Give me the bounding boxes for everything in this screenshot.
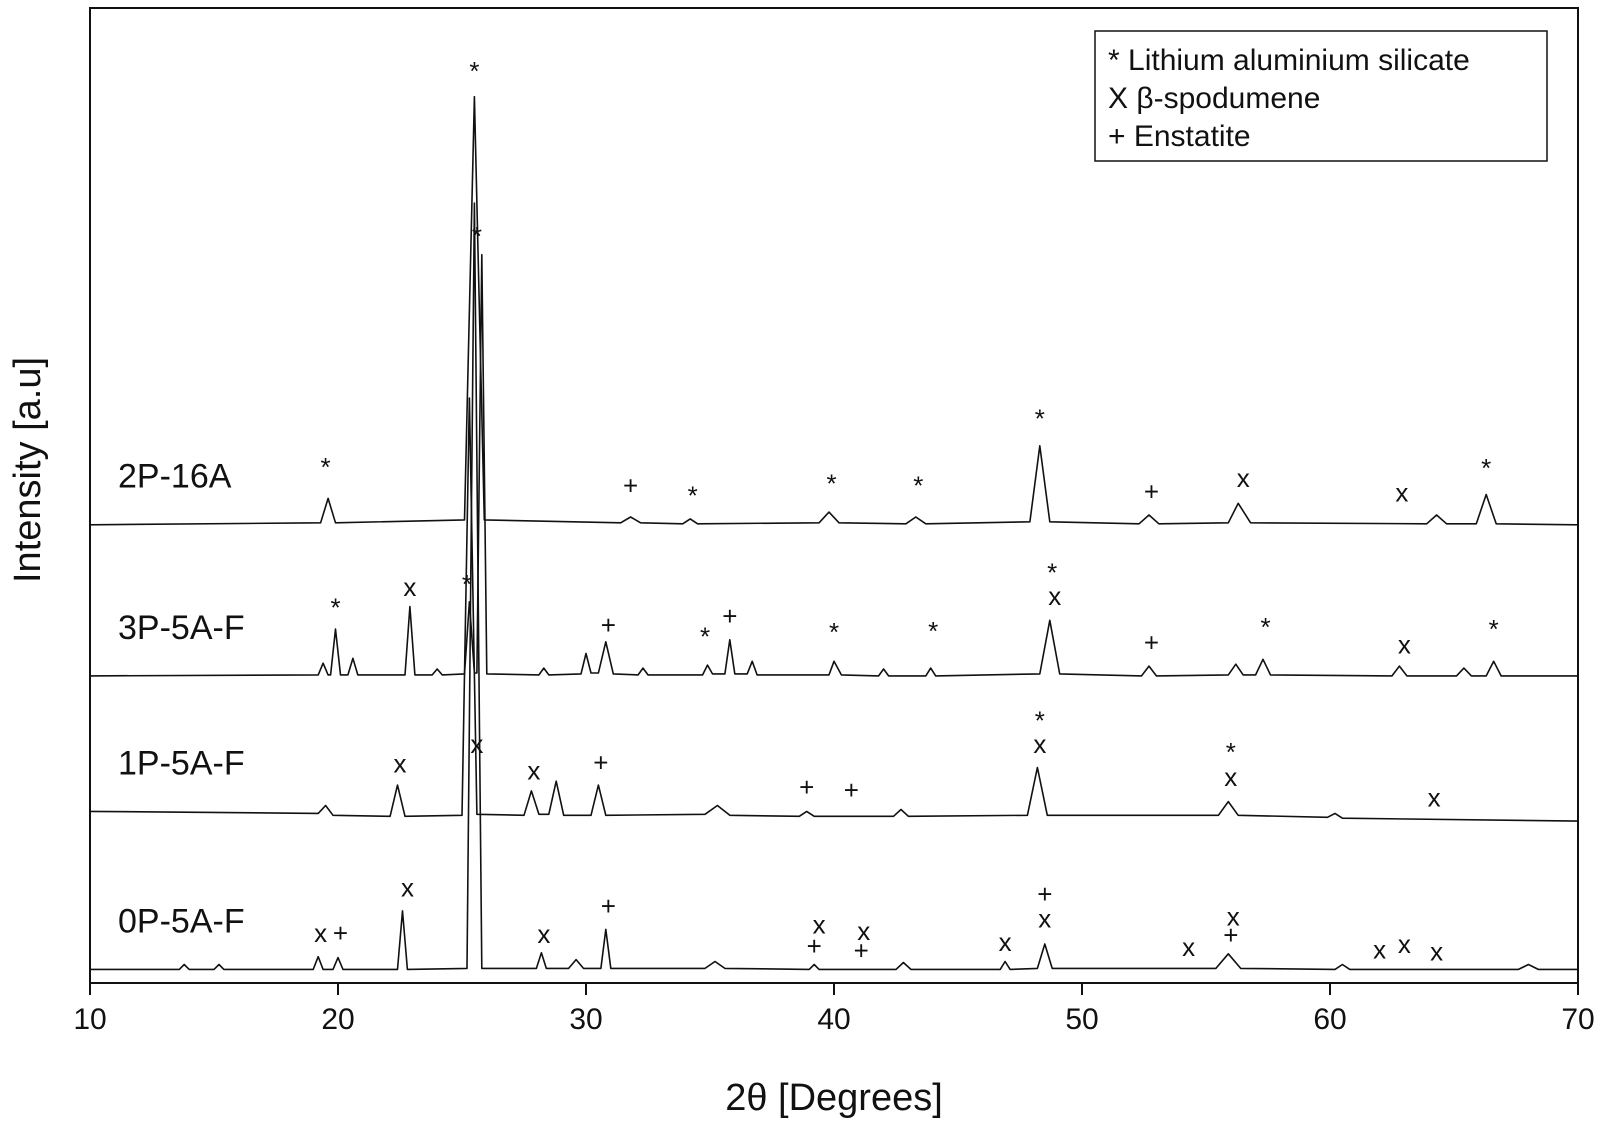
peak-marker: * [1481, 453, 1491, 483]
peak-marker: * [688, 480, 698, 510]
peak-marker: * [321, 452, 331, 482]
peak-marker: x [813, 909, 826, 939]
series-label: 3P-5A-F [118, 609, 245, 647]
peak-marker: * [472, 221, 482, 251]
series-label: 2P-16A [118, 458, 232, 496]
peak-marker: x [403, 572, 416, 602]
x-tick-label: 50 [1065, 1003, 1098, 1036]
peak-marker: x [1398, 929, 1411, 959]
peak-marker: + [333, 918, 348, 948]
peak-marker: x [401, 872, 414, 902]
peak-marker: + [593, 747, 608, 777]
peak-marker: + [807, 931, 822, 961]
peak-marker: * [928, 616, 938, 646]
peak-marker: * [829, 617, 839, 647]
series-label: 1P-5A-F [118, 744, 245, 782]
peak-marker: * [1489, 614, 1499, 644]
peak-marker: * [826, 469, 836, 499]
peak-marker: + [601, 891, 616, 921]
peak-marker: x [470, 729, 483, 759]
peak-marker: * [1035, 403, 1045, 433]
legend: * Lithium aluminium silicate X β-spodumen… [1094, 30, 1548, 162]
peak-marker: + [1144, 628, 1159, 658]
peak-marker: x [1428, 783, 1441, 813]
peak-marker: * [913, 471, 923, 501]
x-tick-label: 60 [1313, 1003, 1346, 1036]
x-tick-label: 10 [73, 1003, 106, 1036]
peak-marker: + [601, 610, 616, 640]
y-axis-label: Intensity [a.u] [7, 357, 49, 583]
peak-marker: + [1037, 879, 1052, 909]
legend-entry: X β-spodumene [1108, 82, 1320, 115]
peak-marker: x [857, 916, 870, 946]
peak-marker: * [469, 56, 479, 86]
peak-marker: x [1395, 477, 1408, 507]
peak-marker: x [1038, 903, 1051, 933]
x-axis-label: 2θ [Degrees] [725, 1077, 943, 1119]
peak-marker: + [623, 471, 638, 501]
peak-marker: x [999, 927, 1012, 957]
peak-marker: x [537, 919, 550, 949]
peak-marker: * [700, 622, 710, 652]
peak-marker: x [1373, 935, 1386, 965]
xrd-trace [90, 202, 1578, 971]
x-tick-label: 20 [321, 1003, 354, 1036]
peak-marker: x [1227, 902, 1240, 932]
peak-marker: x [1048, 581, 1061, 611]
xrd-trace [89, 397, 1579, 822]
series-label: 0P-5A-F [118, 902, 245, 940]
x-tick-label: 70 [1561, 1003, 1594, 1036]
peak-marker: x [394, 748, 407, 778]
peak-marker: * [330, 592, 340, 622]
legend-entry: + Enstatite [1108, 120, 1251, 153]
peak-marker: * [462, 569, 472, 599]
legend-entry: * Lithium aluminium silicate [1108, 44, 1470, 77]
peak-marker: * [1035, 706, 1045, 736]
peak-marker: x [314, 918, 327, 948]
peak-marker: x [527, 755, 540, 785]
peak-marker: x [1224, 762, 1237, 792]
peak-marker: + [1223, 920, 1238, 950]
peak-marker: + [722, 601, 737, 631]
peak-marker: x [1033, 729, 1046, 759]
peak-marker: * [1260, 612, 1270, 642]
peak-marker: x [1237, 463, 1250, 493]
legend-box [1094, 30, 1548, 162]
peak-marker: + [1144, 476, 1159, 506]
peak-marker: x [1398, 630, 1411, 660]
peak-marker: * [1226, 737, 1236, 767]
x-tick-label: 40 [817, 1003, 850, 1036]
x-tick-label: 30 [569, 1003, 602, 1036]
xrd-trace [89, 253, 1578, 677]
peak-marker: x [1430, 937, 1443, 967]
peak-marker: + [854, 936, 869, 966]
peak-marker: x [1182, 932, 1195, 962]
peak-marker: + [799, 772, 814, 802]
peak-marker: * [1047, 557, 1057, 587]
peak-marker: + [844, 775, 859, 805]
